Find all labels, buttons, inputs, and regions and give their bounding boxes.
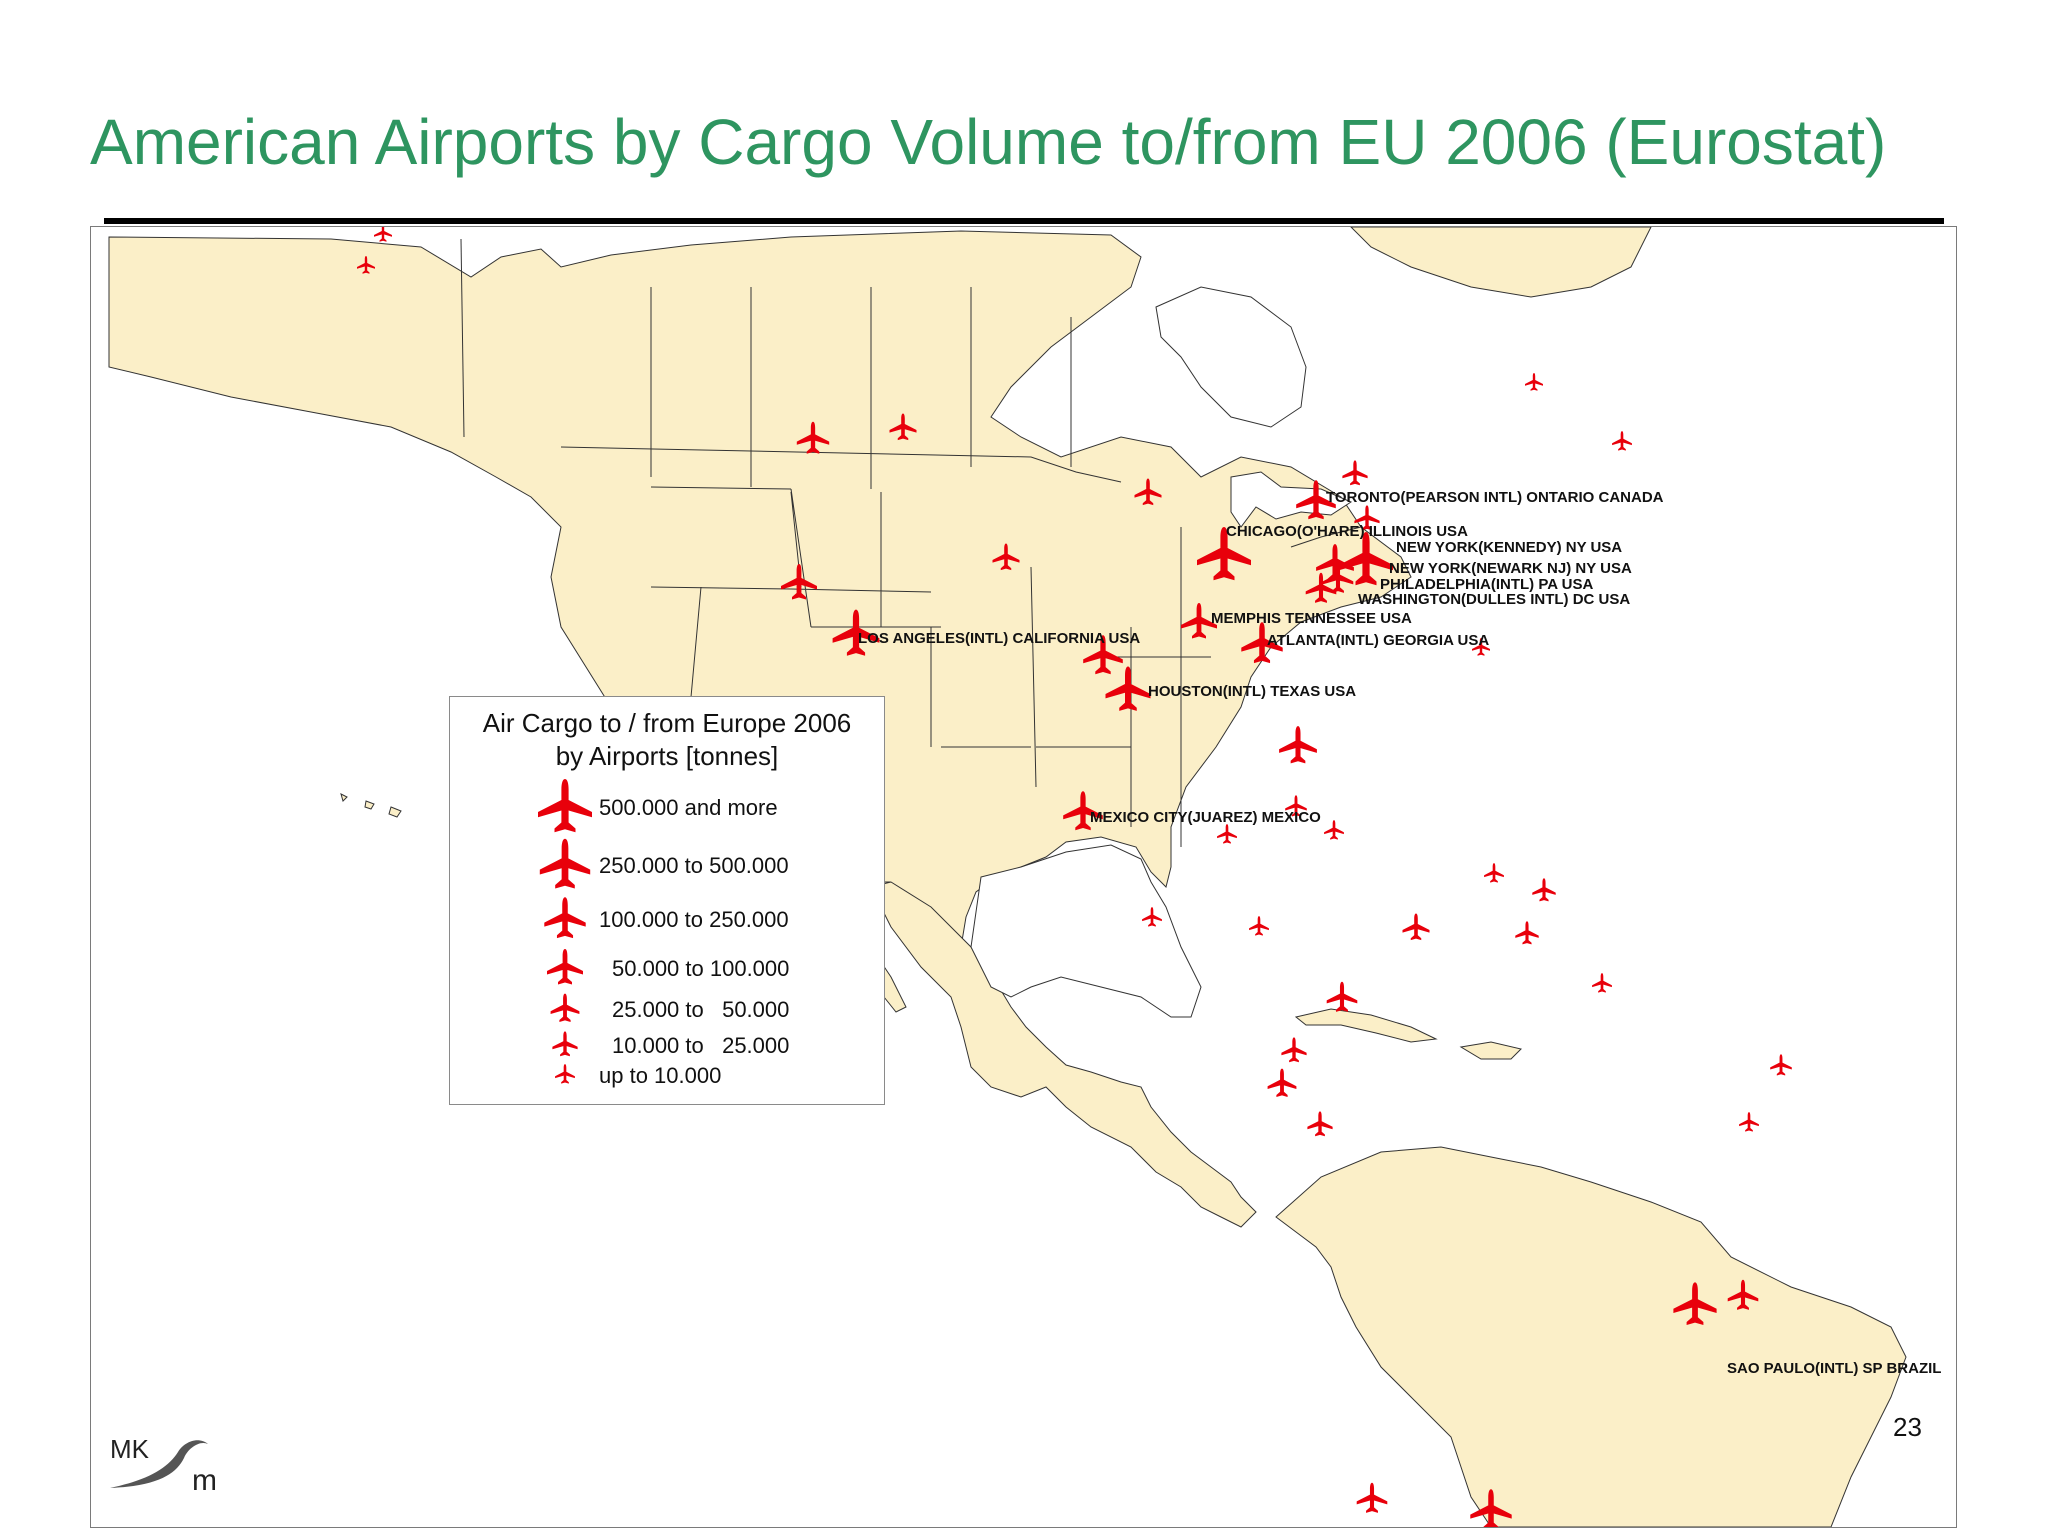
label-sao-paulo: SAO PAULO(INTL) SP BRAZIL xyxy=(1727,1360,1941,1377)
map-frame[interactable]: TORONTO(PEARSON INTL) ONTARIO CANADA CHI… xyxy=(90,226,1957,1528)
legend-row-500k: 500.000 and more xyxy=(450,779,884,833)
water-bodies xyxy=(970,286,1353,1018)
legend-label: 10.000 to 25.000 xyxy=(612,1033,790,1058)
airport-marker-caracas xyxy=(1402,913,1430,941)
airport-marker-port-of-spain xyxy=(1515,921,1539,945)
canada-provinces xyxy=(650,287,1072,489)
airport-marker-santiago xyxy=(1356,1482,1388,1513)
label-los-angeles: LOS ANGELES(INTL) CALIFORNIA USA xyxy=(858,630,1140,647)
hispaniola-land xyxy=(1459,1041,1522,1060)
airport-marker-quito xyxy=(1281,1037,1307,1063)
svg-text:m: m xyxy=(192,1464,217,1497)
airport-marker-panama xyxy=(1249,916,1269,936)
airport-marker-montreal xyxy=(1342,460,1368,486)
title-underline xyxy=(104,218,1944,224)
label-houston: HOUSTON(INTL) TEXAS USA xyxy=(1148,683,1356,700)
hawaii-islands xyxy=(340,793,402,818)
airport-marker-punta-cana xyxy=(1532,878,1556,902)
cuba-land xyxy=(1294,1008,1438,1043)
airport-marker-guayaquil xyxy=(1267,1068,1297,1097)
legend-title-line2: by Airports [tonnes] xyxy=(555,741,779,771)
legend-row-50k: 50.000 to 100.000 xyxy=(450,949,884,985)
legend-title: Air Cargo to / from Europe 2006 by Airpo… xyxy=(450,707,884,773)
airport-marker-fairbanks xyxy=(374,227,392,242)
alaska-border xyxy=(460,238,465,438)
legend-row-250k: 250.000 to 500.000 xyxy=(450,838,884,889)
gulf-of-mexico xyxy=(970,844,1202,1018)
legend-label: 50.000 to 100.000 xyxy=(612,956,790,981)
land-masses xyxy=(108,227,1907,1527)
legend-label: 25.000 to 50.000 xyxy=(612,997,790,1022)
legend-label: 500.000 and more xyxy=(599,795,778,820)
legend-label: up to 10.000 xyxy=(599,1063,722,1088)
south-america-land xyxy=(1275,1146,1907,1527)
airport-marker-bogota xyxy=(1326,981,1358,1012)
mksm-logo: MK m xyxy=(110,1434,217,1497)
label-toronto: TORONTO(PEARSON INTL) ONTARIO CANADA xyxy=(1326,489,1664,506)
legend-row-up-to-10k: up to 10.000 xyxy=(450,1057,884,1088)
map-legend: Air Cargo to / from Europe 2006 by Airpo… xyxy=(449,696,885,1105)
airport-marker-recife xyxy=(1770,1054,1792,1076)
legend-title-line1: Air Cargo to / from Europe 2006 xyxy=(482,708,852,738)
airport-labels: TORONTO(PEARSON INTL) ONTARIO CANADA CHI… xyxy=(858,489,1941,1377)
svg-text:MK: MK xyxy=(110,1434,150,1464)
label-memphis: MEMPHIS TENNESSEE USA xyxy=(1211,610,1412,627)
label-new-york-newark: NEW YORK(NEWARK NJ) NY USA xyxy=(1389,560,1632,577)
airport-marker-cayenne xyxy=(1592,973,1612,993)
hudson-bay xyxy=(1155,286,1307,428)
map-canvas[interactable]: TORONTO(PEARSON INTL) ONTARIO CANADA CHI… xyxy=(91,227,1956,1527)
airport-marker-st-johns xyxy=(1612,431,1632,451)
label-washington: WASHINGTON(DULLES INTL) DC USA xyxy=(1358,591,1630,608)
label-philadelphia: PHILADELPHIA(INTL) PA USA xyxy=(1380,576,1593,593)
legend-label: 250.000 to 500.000 xyxy=(599,853,789,878)
legend-airplane-icon-tiny xyxy=(555,1064,575,1084)
airport-marker-cancun xyxy=(1217,824,1237,844)
greenland-land xyxy=(1350,227,1652,298)
airport-marker-san-juan xyxy=(1484,863,1504,883)
legend-row-100k: 100.000 to 250.000 xyxy=(450,897,884,939)
legend-row-10k: 10.000 to 25.000 xyxy=(450,1027,884,1058)
airport-marker-montego-bay xyxy=(1324,820,1344,840)
slide-title: American Airports by Cargo Volume to/fro… xyxy=(90,106,1887,178)
airport-marker-lima xyxy=(1307,1111,1333,1137)
airport-marker-salvador xyxy=(1739,1112,1759,1132)
legend-label: 100.000 to 250.000 xyxy=(599,907,789,932)
label-chicago: CHICAGO(O'HARE) ILLINOIS USA xyxy=(1226,523,1468,540)
state-lines xyxy=(650,486,1211,847)
label-atlanta: ATLANTA(INTL) GEORGIA USA xyxy=(1267,632,1489,649)
central-america-land xyxy=(870,881,1257,1228)
label-new-york-kennedy: NEW YORK(KENNEDY) NY USA xyxy=(1396,539,1622,556)
legend-row-25k: 25.000 to 50.000 xyxy=(450,991,884,1022)
label-mexico-city: MEXICO CITY(JUAREZ) MEXICO xyxy=(1090,809,1321,826)
airport-marker-halifax xyxy=(1525,373,1543,391)
airport-marker-miami xyxy=(1279,726,1317,764)
page-number: 23 xyxy=(1893,1412,1922,1442)
us-canada-border xyxy=(560,446,1362,548)
